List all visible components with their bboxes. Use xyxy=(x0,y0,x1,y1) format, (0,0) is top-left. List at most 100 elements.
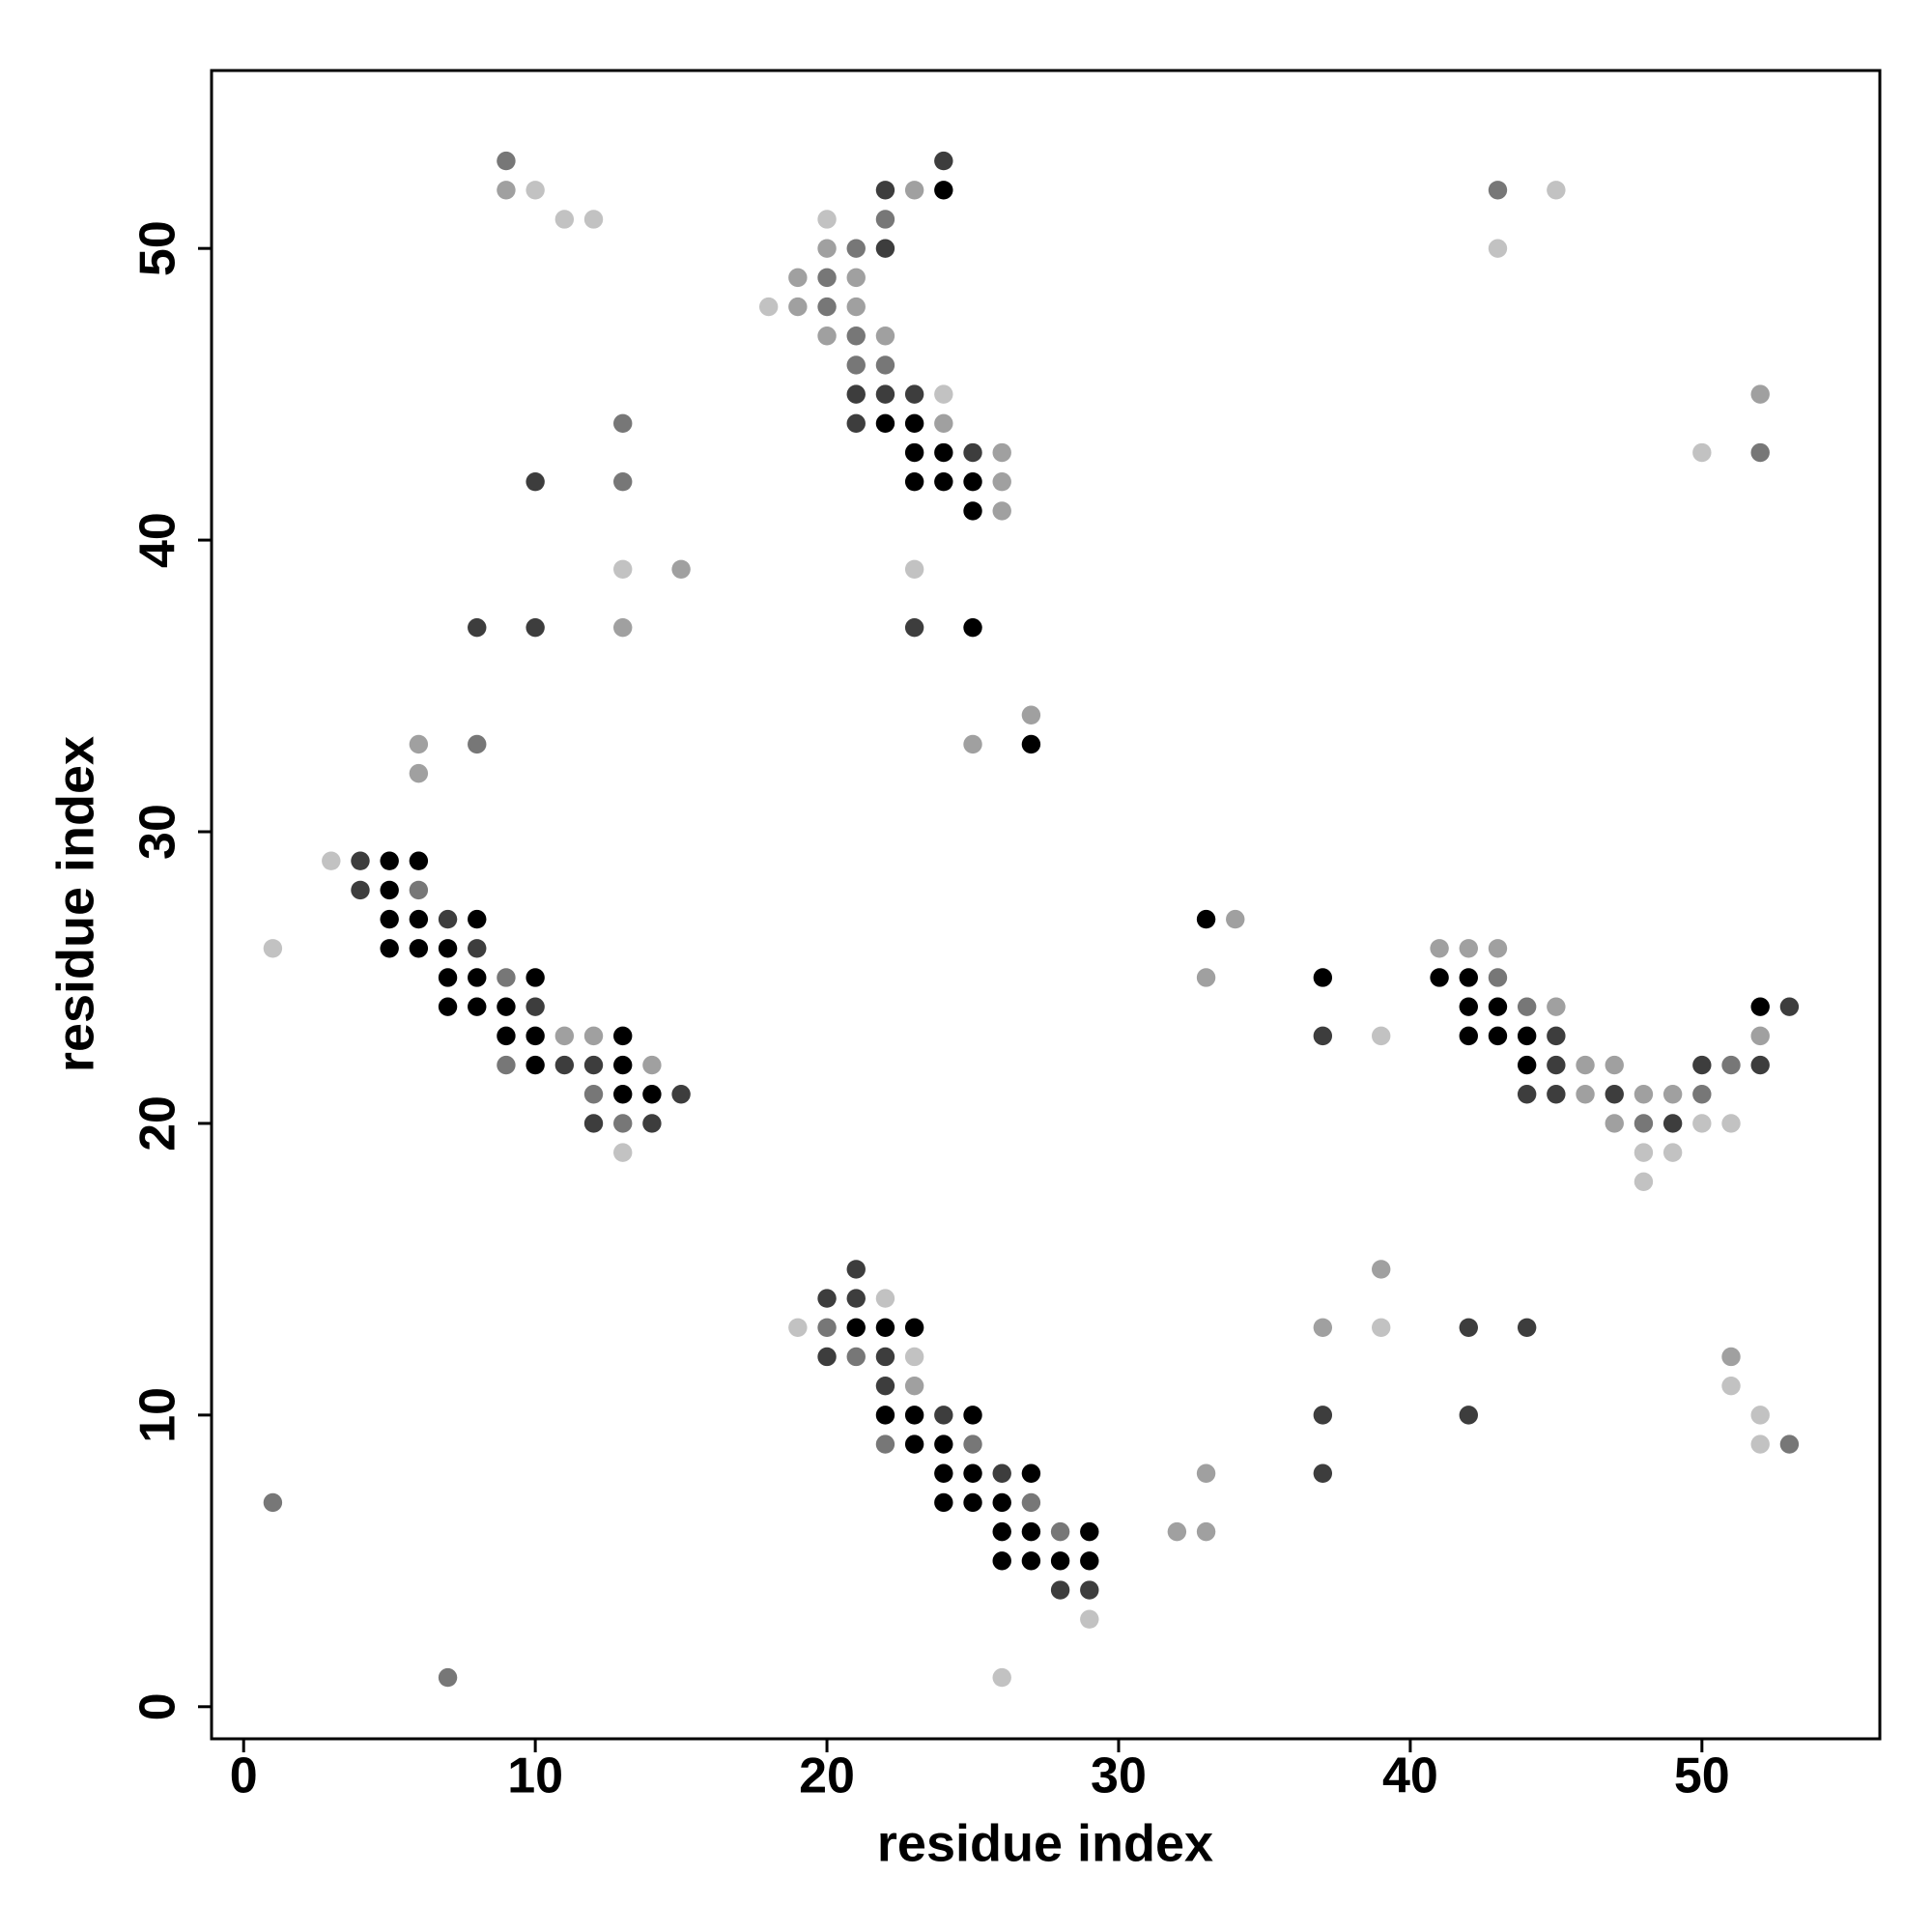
point xyxy=(554,1026,575,1046)
point xyxy=(788,297,808,317)
x-tick-label: 50 xyxy=(1674,1748,1730,1804)
point xyxy=(1021,1463,1041,1483)
point xyxy=(1692,1085,1712,1104)
y-tick-label: 20 xyxy=(130,1095,186,1151)
point xyxy=(1750,1406,1770,1425)
point xyxy=(1779,997,1800,1016)
point xyxy=(1750,384,1770,404)
point xyxy=(526,1026,545,1046)
point xyxy=(1459,997,1478,1016)
y-tick-label: 50 xyxy=(130,220,186,276)
point xyxy=(583,1055,604,1075)
point xyxy=(1372,1026,1391,1046)
point xyxy=(904,442,924,463)
point xyxy=(963,501,982,521)
point xyxy=(992,1492,1011,1513)
point xyxy=(1021,1551,1041,1571)
point xyxy=(992,1667,1011,1688)
point xyxy=(1634,1143,1654,1162)
point xyxy=(613,1026,633,1046)
point xyxy=(875,1347,895,1367)
y-tick-label: 10 xyxy=(130,1387,186,1443)
point xyxy=(963,1492,982,1513)
point xyxy=(497,1026,516,1046)
point xyxy=(380,851,399,870)
point xyxy=(409,851,429,870)
point xyxy=(817,210,837,229)
x-tick-label: 10 xyxy=(507,1748,563,1804)
point xyxy=(934,442,953,463)
point xyxy=(497,968,516,987)
point xyxy=(875,1376,895,1396)
point xyxy=(963,1435,982,1454)
point xyxy=(380,880,399,900)
point xyxy=(1372,1260,1391,1279)
point xyxy=(1605,1055,1624,1075)
point xyxy=(613,1085,633,1104)
point xyxy=(1750,997,1770,1016)
plot-frame xyxy=(210,69,1882,1741)
point xyxy=(438,1667,458,1688)
point xyxy=(497,1055,516,1075)
point xyxy=(817,1347,837,1367)
point xyxy=(1021,1521,1041,1542)
point xyxy=(526,968,545,987)
point xyxy=(934,1435,953,1454)
point xyxy=(817,239,837,258)
point xyxy=(468,939,487,958)
point xyxy=(1167,1521,1187,1542)
point xyxy=(846,1260,866,1279)
point xyxy=(1196,1521,1216,1542)
x-tick-label: 30 xyxy=(1091,1748,1147,1804)
point xyxy=(1459,939,1478,958)
point xyxy=(380,909,399,929)
point xyxy=(1196,968,1216,987)
point xyxy=(1517,1318,1537,1337)
point xyxy=(1634,1114,1654,1133)
point xyxy=(1021,705,1041,724)
point xyxy=(497,997,516,1016)
point xyxy=(438,909,458,929)
point xyxy=(992,501,1011,521)
point xyxy=(1488,939,1508,958)
point xyxy=(963,442,982,463)
point xyxy=(904,384,924,404)
point xyxy=(992,1551,1011,1571)
point xyxy=(613,1143,633,1162)
point xyxy=(1692,1055,1712,1075)
point xyxy=(1488,968,1508,987)
point xyxy=(1547,1055,1566,1075)
x-tick-label: 20 xyxy=(799,1748,855,1804)
point xyxy=(554,210,575,229)
point xyxy=(1605,1085,1624,1104)
point xyxy=(409,734,429,754)
point xyxy=(992,1521,1011,1542)
point xyxy=(1605,1114,1624,1133)
point xyxy=(468,968,487,987)
point xyxy=(1080,1551,1099,1571)
point xyxy=(409,763,429,783)
point xyxy=(1517,997,1537,1016)
point xyxy=(438,997,458,1016)
point xyxy=(875,384,895,404)
point xyxy=(1459,1318,1478,1337)
point xyxy=(526,997,545,1016)
point xyxy=(1226,909,1245,929)
point xyxy=(992,472,1011,492)
point xyxy=(1430,939,1449,958)
point xyxy=(1080,1580,1099,1600)
point xyxy=(963,472,982,492)
point xyxy=(1547,181,1566,200)
point xyxy=(1021,734,1041,754)
point xyxy=(1547,1085,1566,1104)
point xyxy=(1576,1055,1595,1075)
point xyxy=(817,297,837,317)
point xyxy=(1488,997,1508,1016)
point xyxy=(497,151,516,171)
point xyxy=(1313,1026,1333,1046)
point xyxy=(1517,1026,1537,1046)
point xyxy=(846,297,866,317)
point xyxy=(1721,1114,1741,1133)
point xyxy=(1750,1026,1770,1046)
point xyxy=(1430,968,1449,987)
